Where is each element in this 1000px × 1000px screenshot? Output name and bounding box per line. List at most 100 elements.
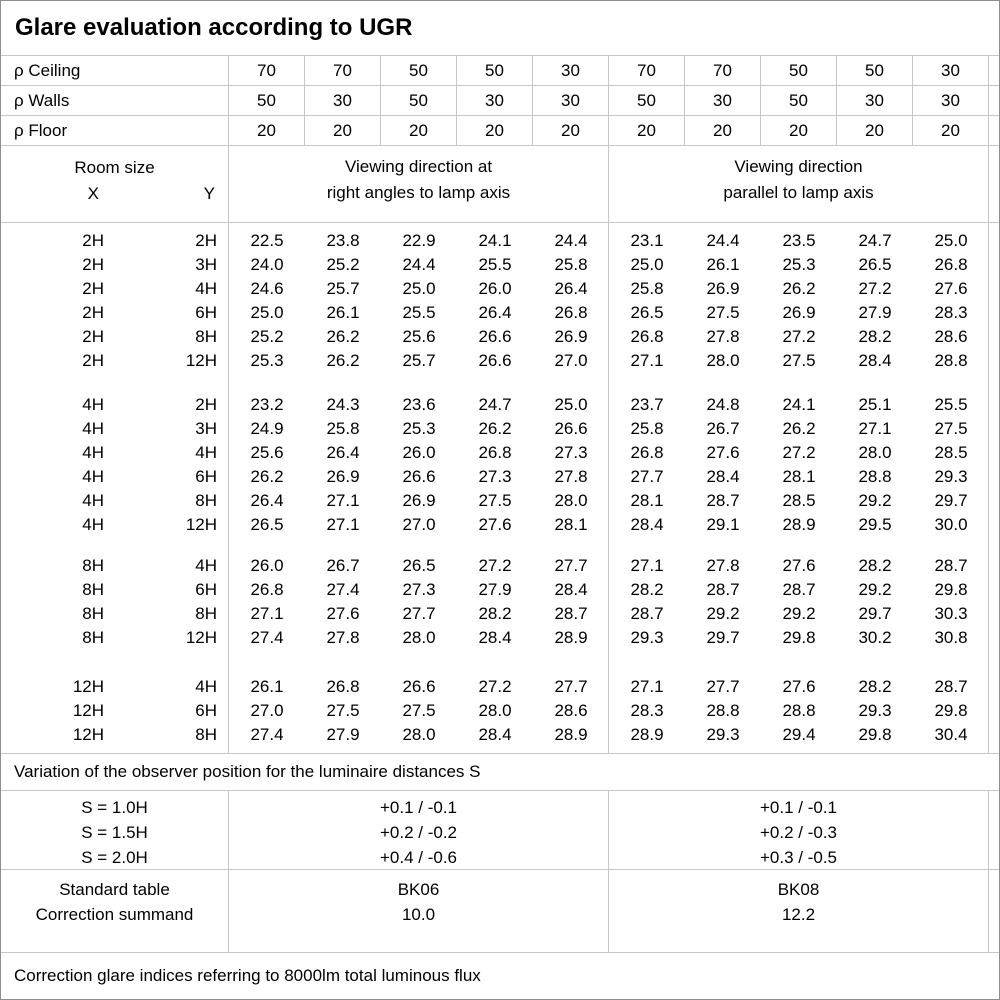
ugr-value: 28.0 bbox=[858, 443, 892, 462]
standard-table-block: Standard table Correction summand BK06 1… bbox=[1, 870, 999, 953]
reflectance-value: 20 bbox=[913, 116, 989, 145]
ugr-value: 26.2 bbox=[326, 351, 360, 370]
standard-group1-cell: BK06 10.0 bbox=[229, 870, 609, 952]
group1-title-line1: Viewing direction at bbox=[344, 157, 493, 176]
spacing-value-parallel: +0.2 / -0.3 bbox=[759, 823, 838, 842]
standard-table-label: Standard table bbox=[59, 880, 170, 899]
reflectance-value: 50 bbox=[457, 56, 533, 85]
ugr-value: 30.0 bbox=[934, 515, 968, 534]
ugr-block: 2H 2H 22.5 23.8 22.9 24.1 24.4 23.1 24.4 23.5 24.7… bbox=[1, 229, 999, 373]
ugr-value: 25.3 bbox=[402, 419, 436, 438]
ugr-value: 25.8 bbox=[630, 279, 664, 298]
ugr-value: 27.6 bbox=[782, 677, 816, 696]
variation-note-row: Variation of the observer position for t… bbox=[1, 754, 999, 791]
ugr-value: 30.3 bbox=[934, 604, 968, 623]
reflectance-value: 20 bbox=[457, 116, 533, 145]
ugr-value: 27.2 bbox=[782, 327, 816, 346]
ugr-value: 26.6 bbox=[478, 351, 512, 370]
ugr-value: 27.5 bbox=[478, 491, 512, 510]
ugr-value: 29.3 bbox=[630, 628, 664, 647]
room-size-y: 4H bbox=[195, 443, 217, 462]
ugr-value: 28.7 bbox=[934, 677, 968, 696]
ugr-value: 29.8 bbox=[934, 701, 968, 720]
ugr-value: 25.0 bbox=[934, 231, 968, 250]
ugr-row: 8H 8H 27.1 27.6 27.7 28.2 28.7 28.7 29.2 29.2 29.7… bbox=[1, 602, 999, 626]
group1-correction-summand-value: 10.0 bbox=[401, 905, 436, 924]
ugr-value: 26.5 bbox=[630, 303, 664, 322]
ugr-value: 28.8 bbox=[706, 701, 740, 720]
reflectance-value: 20 bbox=[837, 116, 913, 145]
ugr-value: 24.4 bbox=[554, 231, 588, 250]
room-size-y: 12H bbox=[185, 515, 217, 534]
ugr-value: 29.7 bbox=[706, 628, 740, 647]
reflectance-value: 20 bbox=[533, 116, 609, 145]
ugr-value: 24.3 bbox=[326, 395, 360, 414]
room-size-y: 4H bbox=[195, 556, 217, 575]
ugr-value: 24.8 bbox=[706, 395, 740, 414]
ugr-value: 28.1 bbox=[782, 467, 816, 486]
ugr-value: 24.7 bbox=[858, 231, 892, 250]
ugr-value: 26.8 bbox=[630, 327, 664, 346]
ugr-row: 2H 4H 24.6 25.7 25.0 26.0 26.4 25.8 26.9 26.2 27.2… bbox=[1, 277, 999, 301]
room-size-y: 6H bbox=[195, 303, 217, 322]
ugr-value: 27.6 bbox=[706, 443, 740, 462]
page-title: Glare evaluation according to UGR bbox=[15, 14, 413, 41]
reflectance-value: 50 bbox=[761, 86, 837, 115]
ugr-value: 26.9 bbox=[706, 279, 740, 298]
ugr-value: 26.2 bbox=[326, 327, 360, 346]
ugr-value: 28.9 bbox=[630, 725, 664, 744]
spacing-value-right-angles: +0.4 / -0.6 bbox=[379, 848, 458, 867]
title-row: Glare evaluation according to UGR bbox=[1, 1, 999, 56]
ugr-value: 25.2 bbox=[250, 327, 284, 346]
ugr-value: 28.5 bbox=[782, 491, 816, 510]
ugr-value: 27.1 bbox=[250, 604, 284, 623]
standard-labels-cell: Standard table Correction summand bbox=[1, 870, 229, 952]
ugr-value: 26.1 bbox=[326, 303, 360, 322]
ugr-value: 24.1 bbox=[478, 231, 512, 250]
ugr-value: 26.2 bbox=[478, 419, 512, 438]
ugr-value: 26.8 bbox=[326, 677, 360, 696]
ugr-value: 28.9 bbox=[554, 725, 588, 744]
spacing-filler bbox=[989, 791, 999, 869]
reflectance-value: 20 bbox=[381, 116, 457, 145]
reflectance-value: 70 bbox=[229, 56, 305, 85]
ugr-value: 26.9 bbox=[782, 303, 816, 322]
ugr-value: 26.2 bbox=[250, 467, 284, 486]
room-size-x: 8H bbox=[82, 604, 104, 623]
reflectance-row: ρ Floor 20 20 20 20 20 20 20 20 20 20 bbox=[1, 116, 999, 146]
spacing-value-parallel: +0.1 / -0.1 bbox=[759, 798, 838, 817]
room-size-x: 2H bbox=[82, 327, 104, 346]
ugr-value: 27.1 bbox=[326, 491, 360, 510]
ugr-value: 28.4 bbox=[478, 628, 512, 647]
ugr-value: 26.4 bbox=[250, 491, 284, 510]
ugr-value: 26.2 bbox=[782, 279, 816, 298]
ugr-value: 28.9 bbox=[782, 515, 816, 534]
ugr-value: 29.2 bbox=[858, 580, 892, 599]
ugr-block: 8H 4H 26.0 26.7 26.5 27.2 27.7 27.1 27.8 27.6 28.2… bbox=[1, 554, 999, 650]
ugr-row: 2H 2H 22.5 23.8 22.9 24.1 24.4 23.1 24.4 23.5 24.7… bbox=[1, 229, 999, 253]
ugr-value: 29.2 bbox=[782, 604, 816, 623]
room-size-x: 8H bbox=[82, 628, 104, 647]
viewing-direction-right-angles-header: Viewing direction at right angles to lam… bbox=[229, 146, 609, 222]
reflectance-value: 50 bbox=[609, 86, 685, 115]
ugr-row: 4H 3H 24.9 25.8 25.3 26.2 26.6 25.8 26.7 26.2 27.1… bbox=[1, 417, 999, 441]
ugr-value: 28.4 bbox=[706, 467, 740, 486]
ugr-value: 27.5 bbox=[326, 701, 360, 720]
ugr-row: 4H 2H 23.2 24.3 23.6 24.7 25.0 23.7 24.8 24.1 25.1… bbox=[1, 393, 999, 417]
room-size-x: 8H bbox=[82, 580, 104, 599]
ugr-value: 27.7 bbox=[554, 677, 588, 696]
ugr-value: 26.5 bbox=[250, 515, 284, 534]
ugr-value: 28.4 bbox=[554, 580, 588, 599]
ugr-value: 26.8 bbox=[554, 303, 588, 322]
ugr-value: 26.4 bbox=[326, 443, 360, 462]
ugr-value: 29.8 bbox=[858, 725, 892, 744]
ugr-value: 26.0 bbox=[402, 443, 436, 462]
room-size-header-cell: Room size X Y bbox=[1, 146, 229, 222]
ugr-value: 27.4 bbox=[250, 628, 284, 647]
room-size-x: 2H bbox=[82, 279, 104, 298]
ugr-value: 27.8 bbox=[706, 327, 740, 346]
ugr-value: 27.7 bbox=[706, 677, 740, 696]
room-size-y: 8H bbox=[195, 604, 217, 623]
ugr-value: 28.5 bbox=[934, 443, 968, 462]
